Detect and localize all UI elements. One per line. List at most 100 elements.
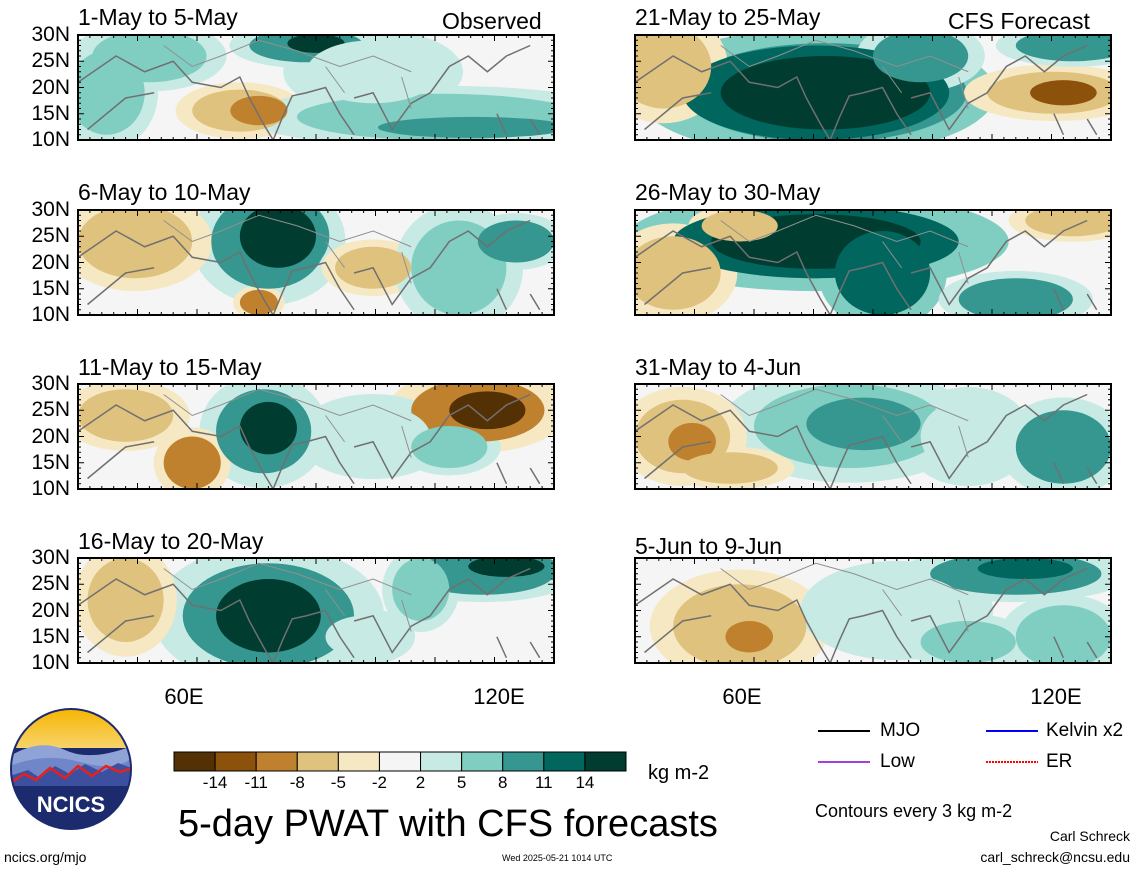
coastline bbox=[635, 46, 1097, 141]
colorbar-swatch-9 bbox=[543, 751, 586, 772]
lat-label-25n-row3: 25N bbox=[31, 398, 70, 422]
pwat-blob-5-5 bbox=[635, 35, 712, 109]
country-borders bbox=[721, 389, 969, 457]
panel-title-2: 6-May to 10-May bbox=[78, 179, 251, 205]
pwat-blob-6-2 bbox=[834, 231, 931, 315]
pwat-blob-2-1 bbox=[239, 210, 316, 268]
pwat-blob-1-8 bbox=[306, 40, 440, 104]
map-panel-5 bbox=[635, 35, 1111, 141]
colorbar-swatch-3 bbox=[296, 751, 339, 772]
lat-label-25n-row4: 25N bbox=[31, 572, 70, 596]
legend-label-kelvin: Kelvin x2 bbox=[1046, 720, 1124, 741]
pwat-blob-6-3 bbox=[958, 278, 1073, 315]
colorbar-swatch-8 bbox=[502, 751, 545, 772]
lat-label-20n-row2: 20N bbox=[31, 250, 70, 274]
main-title: 5-day PWAT with CFS forecasts bbox=[178, 803, 718, 845]
pwat-blob-1-7 bbox=[92, 35, 207, 83]
lat-label-30n-row3: 30N bbox=[31, 372, 70, 395]
colorbar-swatch-0 bbox=[173, 751, 216, 772]
lat-label-10n-row4: 10N bbox=[31, 651, 70, 674]
colorbar-units: kg m-2 bbox=[648, 762, 710, 784]
colorbar-tick-8: 11 bbox=[534, 773, 553, 792]
lat-label-15n-row3: 15N bbox=[31, 450, 70, 474]
colorbar-swatch-7 bbox=[461, 751, 504, 772]
lat-label-30n-row4: 30N bbox=[31, 546, 70, 569]
contours-note: Contours every 3 kg m-2 bbox=[815, 801, 1013, 821]
colorbar-swatch-2 bbox=[255, 751, 298, 772]
map-panel-3 bbox=[78, 384, 554, 490]
pwat-blob-3-6 bbox=[316, 405, 431, 468]
lat-label-25n-row2: 25N bbox=[31, 224, 70, 248]
pwat-blob-3-5 bbox=[78, 389, 174, 442]
lat-label-20n-row4: 20N bbox=[31, 598, 70, 622]
legend-label-er: ER bbox=[1046, 751, 1073, 772]
pwat-blob-3-3 bbox=[239, 401, 297, 455]
country-borders bbox=[164, 563, 412, 631]
lat-label-15n-row2: 15N bbox=[31, 276, 70, 300]
panel-title-7: 31-May to 4-Jun bbox=[635, 354, 802, 380]
country-borders bbox=[721, 215, 969, 283]
map-panel-1 bbox=[78, 35, 554, 141]
pwat-blob-1-6 bbox=[377, 116, 554, 138]
pwat-blob-8-4 bbox=[1015, 605, 1111, 663]
lat-label-10n-row1: 10N bbox=[31, 128, 70, 151]
map-panel-7 bbox=[635, 384, 1111, 489]
lat-label-10n-row2: 10N bbox=[31, 303, 70, 326]
colorbar-tick-6: 5 bbox=[456, 773, 467, 792]
timestamp: Wed 2025-05-21 1014 UTC bbox=[502, 853, 613, 863]
lon-label-120e-right: 120E bbox=[1030, 684, 1082, 709]
colorbar-tick-3: -5 bbox=[330, 773, 346, 792]
pwat-blob-6-6 bbox=[701, 210, 778, 242]
map-panel-2 bbox=[78, 210, 554, 315]
panel-title-3: 11-May to 15-May bbox=[78, 354, 262, 380]
panel-title-1: 1-May to 5-May bbox=[78, 4, 238, 30]
pwat-blob-5-1 bbox=[720, 56, 931, 130]
coastline bbox=[78, 46, 540, 141]
pwat-blob-4-3 bbox=[468, 558, 545, 577]
pwat-blob-3-4 bbox=[163, 436, 221, 489]
colorbar-swatch-4 bbox=[337, 751, 380, 772]
lon-label-60e-left: 60E bbox=[164, 684, 204, 709]
logo-text: NCICS bbox=[37, 792, 105, 817]
coastline bbox=[78, 569, 540, 664]
legend-label-mjo: MJO bbox=[880, 720, 921, 741]
lon-label-120e-left: 120E bbox=[473, 684, 525, 709]
colorbar-tick-4: -2 bbox=[371, 773, 388, 792]
pwat-blob-1-3 bbox=[230, 95, 288, 126]
panel-tag-observed: Observed bbox=[442, 8, 542, 34]
panel-title-8: 5-Jun to 9-Jun bbox=[635, 533, 783, 559]
pwat-blob-8-3 bbox=[977, 558, 1073, 579]
author-name: Carl Schreck bbox=[1049, 828, 1130, 844]
pwat-blob-5-4 bbox=[1015, 35, 1111, 62]
pwat-blob-4-5 bbox=[392, 558, 450, 621]
colorbar-swatch-1 bbox=[214, 751, 257, 772]
lat-label-30n-row1: 30N bbox=[31, 23, 70, 46]
country-borders bbox=[721, 563, 969, 631]
colorbar-tick-2: -8 bbox=[289, 773, 305, 792]
pwat-blob-7-5 bbox=[920, 399, 1016, 474]
coastline bbox=[78, 395, 540, 490]
coastline bbox=[635, 569, 1097, 664]
panel-title-6: 26-May to 30-May bbox=[635, 179, 821, 205]
map-panel-6 bbox=[635, 210, 1111, 315]
ncics-logo: NCICS bbox=[10, 708, 132, 830]
colorbar-swatch-10 bbox=[584, 751, 627, 772]
lat-label-25n-row1: 25N bbox=[31, 49, 70, 73]
lat-label-15n-row4: 15N bbox=[31, 624, 70, 648]
pwat-blob-4-6 bbox=[325, 615, 402, 658]
colorbar-tick-7: 8 bbox=[497, 773, 508, 792]
pwat-blob-5-3 bbox=[1030, 80, 1097, 106]
map-panel-4 bbox=[78, 558, 554, 664]
lat-label-20n-row3: 20N bbox=[31, 424, 70, 448]
site-link[interactable]: ncics.org/mjo bbox=[4, 849, 87, 865]
lon-label-60e-right: 60E bbox=[722, 684, 762, 709]
pwat-blob-2-3 bbox=[78, 210, 193, 279]
pwat-blob-6-5 bbox=[1025, 210, 1111, 237]
pwat-blob-8-1 bbox=[725, 621, 774, 653]
country-borders bbox=[721, 40, 969, 108]
legend-label-low: Low bbox=[880, 751, 915, 772]
pwat-blob-2-2 bbox=[239, 289, 278, 315]
pwat-blob-8-6 bbox=[920, 621, 1016, 663]
